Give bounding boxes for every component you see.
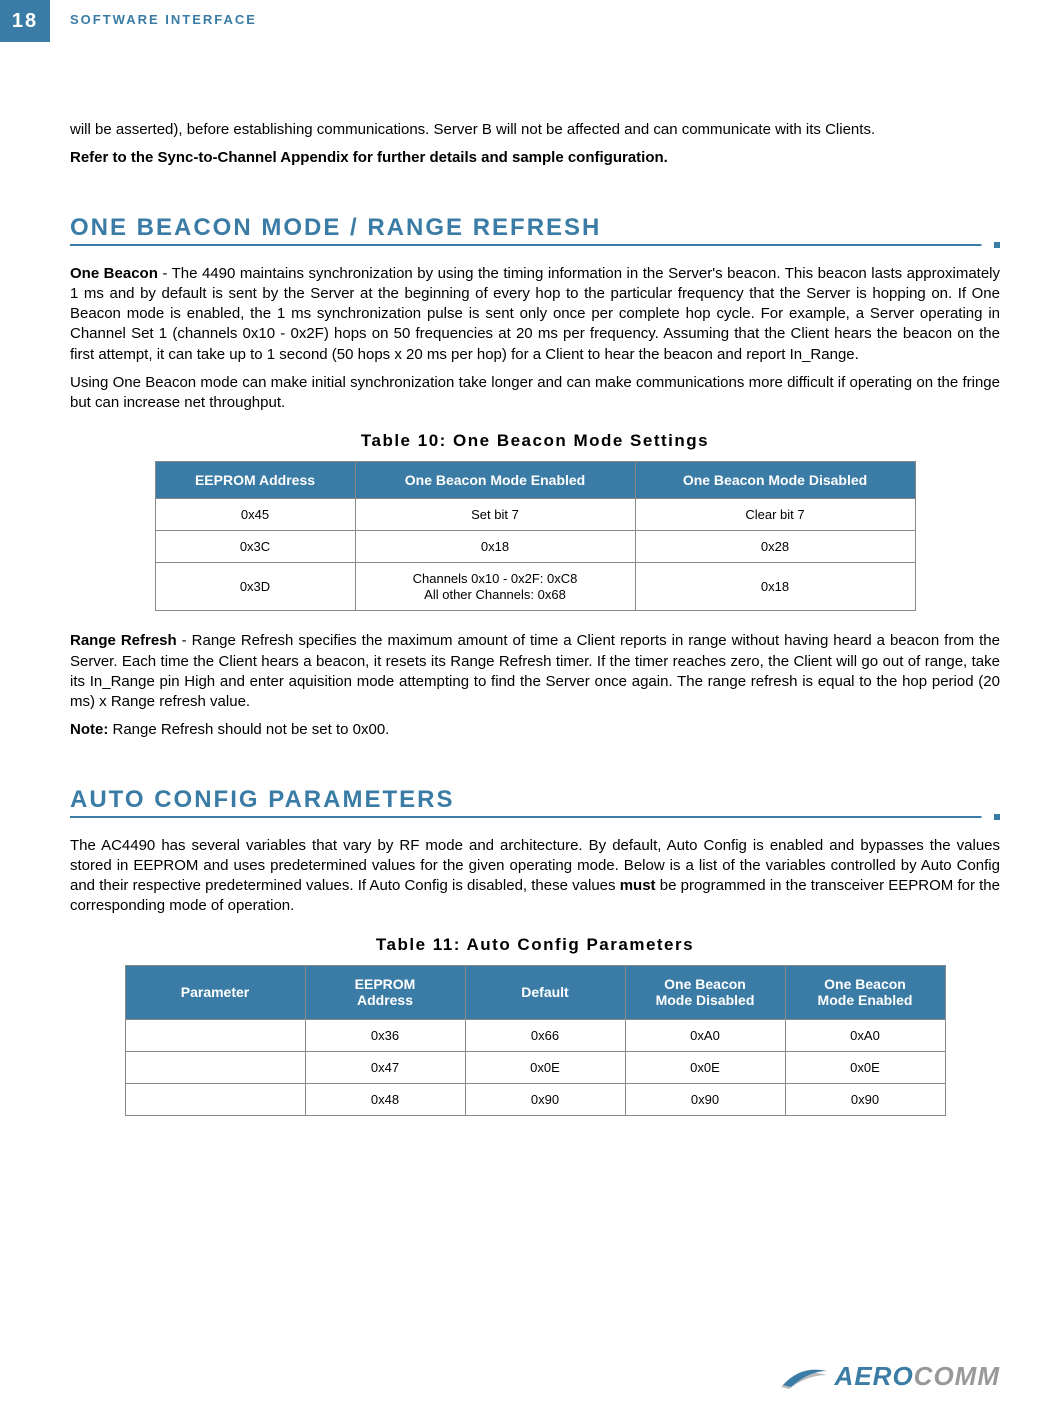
- t10-r2c2: 0x18: [635, 563, 915, 611]
- page-number: 18: [12, 10, 38, 33]
- brand-logo: AEROCOMM: [779, 1357, 1000, 1395]
- t11-h3: One Beacon Mode Disabled: [625, 965, 785, 1020]
- note-paragraph: Note: Range Refresh should not be set to…: [70, 720, 1000, 740]
- section-heading-one-beacon: ONE BEACON MODE / RANGE REFRESH: [70, 214, 1000, 242]
- t11-r0c0: [125, 1020, 305, 1052]
- page-number-badge: 18: [0, 0, 50, 42]
- t10-r0c2: Clear bit 7: [635, 499, 915, 531]
- table-10-title: Table 10: One Beacon Mode Settings: [70, 431, 1000, 451]
- intro-paragraph-1: will be asserted), before establishing c…: [70, 120, 1000, 140]
- t11-r2c1: 0x48: [305, 1084, 465, 1116]
- t11-h4: One Beacon Mode Enabled: [785, 965, 945, 1020]
- one-beacon-label: One Beacon: [70, 265, 158, 282]
- range-refresh-label: Range Refresh: [70, 632, 177, 649]
- t11-r1c0: [125, 1052, 305, 1084]
- t10-r2c0: 0x3D: [155, 563, 355, 611]
- header-title: SOFTWARE INTERFACE: [70, 12, 257, 27]
- t11-r2c3: 0x90: [625, 1084, 785, 1116]
- t11-h2: Default: [465, 965, 625, 1020]
- range-refresh-text: - Range Refresh specifies the maximum am…: [70, 632, 1000, 710]
- one-beacon-text: - The 4490 maintains synchronization by …: [70, 265, 1000, 363]
- t10-r1c2: 0x28: [635, 531, 915, 563]
- t11-r2c4: 0x90: [785, 1084, 945, 1116]
- t11-r0c2: 0x66: [465, 1020, 625, 1052]
- table-row: 0x47 0x0E 0x0E 0x0E: [125, 1052, 945, 1084]
- auto-config-must: must: [620, 877, 656, 894]
- note-label: Note:: [70, 721, 108, 738]
- t11-h1: EEPROM Address: [305, 965, 465, 1020]
- t10-r0c1: Set bit 7: [355, 499, 635, 531]
- page-content: will be asserted), before establishing c…: [70, 120, 1000, 1116]
- t10-r1c0: 0x3C: [155, 531, 355, 563]
- t10-r0c0: 0x45: [155, 499, 355, 531]
- table-11-title: Table 11: Auto Config Parameters: [70, 935, 1000, 955]
- table-row: 0x48 0x90 0x90 0x90: [125, 1084, 945, 1116]
- t11-h0: Parameter: [125, 965, 305, 1020]
- note-text: Range Refresh should not be set to 0x00.: [108, 721, 389, 738]
- auto-config-paragraph: The AC4490 has several variables that va…: [70, 836, 1000, 917]
- intro-paragraph-2: Refer to the Sync-to-Channel Appendix fo…: [70, 148, 1000, 168]
- one-beacon-paragraph: One Beacon - The 4490 maintains synchron…: [70, 264, 1000, 365]
- t11-r2c2: 0x90: [465, 1084, 625, 1116]
- table-row: 0x3D Channels 0x10 - 0x2F: 0xC8 All othe…: [155, 563, 915, 611]
- one-beacon-paragraph-2: Using One Beacon mode can make initial s…: [70, 373, 1000, 414]
- t10-h2: One Beacon Mode Disabled: [635, 462, 915, 499]
- logo-swoosh-icon: [779, 1357, 829, 1395]
- t11-r1c2: 0x0E: [465, 1052, 625, 1084]
- t11-r0c1: 0x36: [305, 1020, 465, 1052]
- logo-text-comm: COMM: [914, 1361, 1000, 1391]
- section-rule: [70, 244, 1000, 246]
- t11-r2c0: [125, 1084, 305, 1116]
- section-heading-auto-config: AUTO CONFIG PARAMETERS: [70, 786, 1000, 814]
- table-row: 0x36 0x66 0xA0 0xA0: [125, 1020, 945, 1052]
- table-row: 0x3C 0x18 0x28: [155, 531, 915, 563]
- t10-h1: One Beacon Mode Enabled: [355, 462, 635, 499]
- range-refresh-paragraph: Range Refresh - Range Refresh specifies …: [70, 631, 1000, 712]
- t11-r1c1: 0x47: [305, 1052, 465, 1084]
- section-rule: [70, 816, 1000, 818]
- logo-text: AEROCOMM: [835, 1361, 1000, 1392]
- table-row: 0x45 Set bit 7 Clear bit 7: [155, 499, 915, 531]
- table-10: EEPROM Address One Beacon Mode Enabled O…: [155, 461, 916, 611]
- logo-text-aero: AERO: [835, 1361, 914, 1391]
- t10-r1c1: 0x18: [355, 531, 635, 563]
- t11-r0c3: 0xA0: [625, 1020, 785, 1052]
- t10-h0: EEPROM Address: [155, 462, 355, 499]
- table-11: Parameter EEPROM Address Default One Bea…: [125, 965, 946, 1117]
- t11-r1c3: 0x0E: [625, 1052, 785, 1084]
- t11-r1c4: 0x0E: [785, 1052, 945, 1084]
- t10-r2c1: Channels 0x10 - 0x2F: 0xC8 All other Cha…: [355, 563, 635, 611]
- t11-r0c4: 0xA0: [785, 1020, 945, 1052]
